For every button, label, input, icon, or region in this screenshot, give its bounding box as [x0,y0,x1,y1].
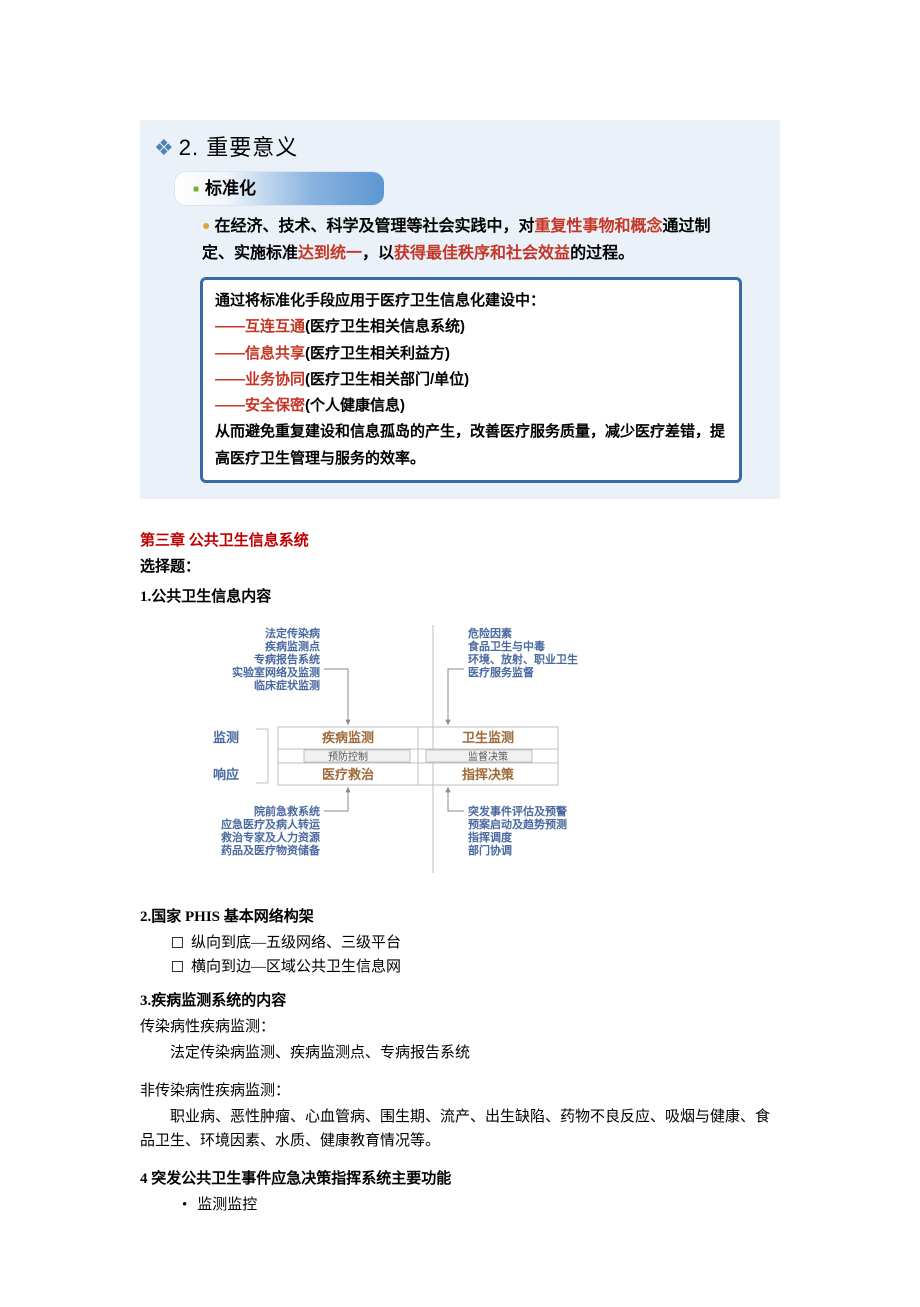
box-item: ——业务协同(医疗卫生相关部门/单位) [215,367,727,393]
slide-title-number: 2. [179,135,199,160]
slide-paragraph: ●在经济、技术、科学及管理等社会实践中，对重复性事物和概念通过制定、实施标准达到… [202,214,736,267]
chapter-heading: 第三章 公共卫生信息系统 [140,529,780,553]
inner-callout-box: 通过将标准化手段应用于医疗卫生信息化建设中： ——互连互通(医疗卫生相关信息系统… [200,277,742,483]
list-item: 横向到边—区域公共卫生信息网 [172,955,780,979]
svg-text:医疗服务监督: 医疗服务监督 [468,665,534,679]
svg-text:指挥决策: 指挥决策 [462,767,515,782]
svg-text:卫生监测: 卫生监测 [462,730,514,745]
q4-list: •监测监控 [182,1193,780,1217]
para-span: 获得最佳秩序和社会效益 [394,245,570,262]
square-bullet-icon: ■ [193,184,199,195]
list-item: •监测监控 [182,1193,780,1217]
svg-text:院前急救系统: 院前急救系统 [254,804,320,818]
q3-s1-body: 法定传染病监测、疾病监测点、专病报告系统 [140,1041,780,1065]
svg-text:食品卫生与中毒: 食品卫生与中毒 [468,639,545,653]
svg-text:指挥调度: 指挥调度 [468,830,513,844]
slide-importance: ❖2. 重要意义 ■ 标准化 ●在经济、技术、科学及管理等社会实践中，对重复性事物… [140,120,780,499]
svg-text:监督决策: 监督决策 [468,750,508,763]
svg-text:监测: 监测 [213,730,239,745]
public-health-diagram: 法定传染病疾病监测点专病报告系统实验室网络及监测临床症状监测 危险因素食品卫生与中… [148,619,780,887]
box-item: ——信息共享(医疗卫生相关利益方) [215,341,727,367]
diamond-icon: ❖ [154,135,175,160]
checkbox-icon [172,961,183,972]
svg-text:突发事件评估及预警: 突发事件评估及预警 [468,804,567,818]
svg-text:预防控制: 预防控制 [328,750,368,763]
box-item: ——安全保密(个人健康信息) [215,393,727,419]
box-tail: 从而避免重复建设和信息孤岛的产生，改善医疗服务质量，减少医疗差错，提高医疗卫生管… [215,419,727,472]
q2-list: 纵向到底—五级网络、三级平台横向到边—区域公共卫生信息网 [172,931,780,979]
svg-text:专病报告系统: 专病报告系统 [254,652,320,666]
svg-text:环境、放射、职业卫生: 环境、放射、职业卫生 [468,652,578,666]
svg-text:法定传染病: 法定传染病 [265,626,320,640]
svg-text:预案启动及趋势预测: 预案启动及趋势预测 [468,817,567,831]
pill-standardization: ■ 标准化 [174,171,384,206]
slide-title: ❖2. 重要意义 [154,130,766,165]
checkbox-icon [172,937,183,948]
svg-text:危险因素: 危险因素 [467,626,512,640]
para-span: ，以 [362,245,394,262]
svg-text:药品及医疗物资储备: 药品及医疗物资储备 [221,843,321,857]
box-item: ——互连互通(医疗卫生相关信息系统) [215,314,727,340]
bullet-icon: • [182,1197,187,1213]
svg-text:疾病监测点: 疾病监测点 [265,639,320,653]
svg-text:疾病监测: 疾病监测 [322,730,374,745]
slide-title-text: 重要意义 [206,135,298,160]
q2-title: 2.国家 PHIS 基本网络构架 [140,905,780,929]
para-span: 在经济、技术、科学及管理等社会实践中，对 [214,218,534,235]
para-span: 达到统一 [298,245,362,262]
q3-s2-label: 非传染病性疾病监测： [140,1079,780,1103]
svg-text:响应: 响应 [213,767,239,782]
svg-text:临床症状监测: 临床症状监测 [254,678,320,692]
svg-text:医疗救治: 医疗救治 [322,767,374,782]
q3-s1-label: 传染病性疾病监测： [140,1015,780,1039]
box-lead: 通过将标准化手段应用于医疗卫生信息化建设中： [215,288,727,314]
svg-text:救治专家及人力资源: 救治专家及人力资源 [221,830,320,844]
q4-title: 4 突发公共卫生事件应急决策指挥系统主要功能 [140,1167,780,1191]
pill-row: ■ 标准化 [154,171,766,206]
q1-title: 1.公共卫生信息内容 [140,585,780,609]
choice-label: 选择题： [140,555,780,579]
q3-s2-body: 职业病、恶性肿瘤、心血管病、围生期、流产、出生缺陷、药物不良反应、吸烟与健康、食… [140,1105,780,1153]
q3-title: 3.疾病监测系统的内容 [140,989,780,1013]
para-span: 重复性事物和概念 [534,218,662,235]
orange-bullet-icon: ● [202,217,210,233]
list-item: 纵向到底—五级网络、三级平台 [172,931,780,955]
para-span: 的过程。 [570,245,634,262]
svg-text:实验室网络及监测: 实验室网络及监测 [232,665,320,679]
svg-text:应急医疗及病人转运: 应急医疗及病人转运 [221,817,320,831]
svg-text:部门协调: 部门协调 [468,843,512,857]
pill-text: 标准化 [205,179,256,198]
